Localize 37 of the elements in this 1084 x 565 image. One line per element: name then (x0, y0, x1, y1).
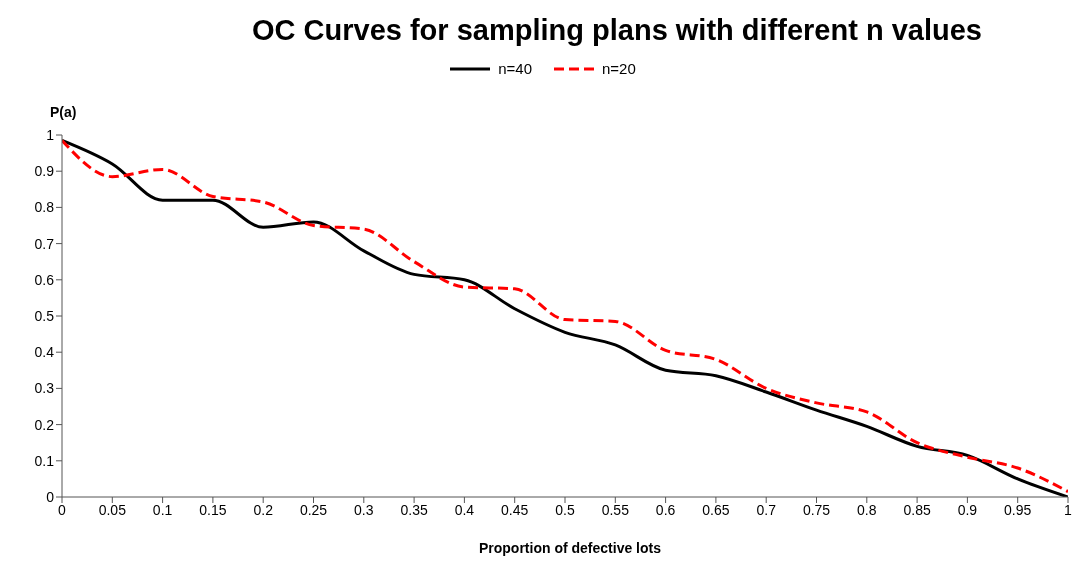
x-tick-label: 0.1 (152, 501, 173, 518)
x-tick-label: 0.75 (802, 501, 831, 518)
x-tick-label: 0.7 (756, 501, 777, 518)
x-tick-label: 0.05 (98, 501, 127, 518)
y-tick-label: 0.2 (34, 416, 55, 433)
y-tick-label: 0.3 (34, 380, 55, 397)
x-tick-label: 0.95 (1004, 501, 1032, 518)
chart-title: OC Curves for sampling plans with different n values (251, 14, 983, 47)
x-tick-label: 0.5 (555, 501, 575, 518)
y-tick-label: 0.6 (34, 271, 55, 288)
x-tick-label: 0.85 (903, 501, 931, 518)
y-tick-label: 0.5 (34, 307, 55, 324)
y-tick-label: 0.8 (34, 199, 55, 216)
x-tick-label: 0.8 (857, 501, 877, 518)
x-tick-label: 0.9 (957, 501, 978, 518)
legend-label: n=40 (498, 60, 532, 77)
y-tick-label: 0.1 (34, 452, 55, 469)
y-tick-label: 1 (46, 126, 55, 143)
x-tick-label: 0.4 (454, 501, 475, 518)
x-tick-label: 0.45 (501, 501, 529, 518)
x-tick-label: 0.35 (400, 501, 428, 518)
x-tick-label: 0.6 (655, 501, 676, 518)
x-tick-label: 0.55 (601, 501, 630, 518)
x-tick-label: 0 (58, 501, 67, 518)
y-axis-title: P(a) (50, 104, 77, 120)
x-tick-label: 0.65 (702, 501, 730, 518)
x-tick-label: 0.2 (253, 501, 274, 518)
y-tick-label: 0.9 (34, 163, 55, 180)
x-tick-label: 0.3 (354, 501, 374, 518)
x-tick-label: 1 (1064, 501, 1073, 518)
x-axis-title: Proportion of defective lots (478, 540, 662, 556)
legend-label: n=20 (602, 60, 636, 77)
x-tick-label: 0.15 (199, 501, 227, 518)
y-tick-label: 0.7 (34, 235, 55, 252)
y-tick-label: 0 (46, 488, 55, 505)
x-tick-label: 0.25 (299, 501, 328, 518)
y-tick-label: 0.4 (34, 344, 55, 361)
